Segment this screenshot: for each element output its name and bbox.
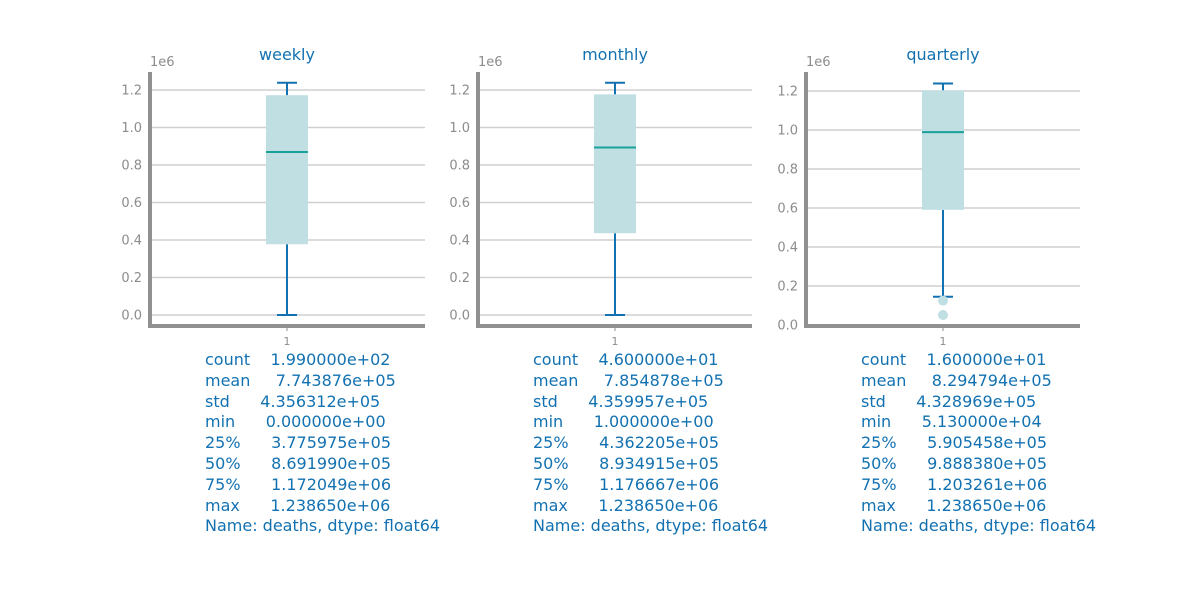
y-offset-label: 1e6 — [806, 55, 831, 70]
panel-title: monthly — [582, 45, 648, 64]
y-tick-label: 0.0 — [777, 319, 798, 334]
stats-line: max 1.238650e+06 — [205, 495, 391, 515]
y-tick-label: 0.6 — [449, 196, 470, 211]
y-offset-label: 1e6 — [478, 55, 503, 70]
y-tick-label: 0.0 — [449, 309, 470, 324]
y-tick-label: 1.0 — [121, 121, 142, 136]
chart-panel-weekly: 0.0 0.2 0.4 0.6 0.8 1.0 1.2 1e6 1 weekly — [121, 45, 425, 348]
y-offset-label: 1e6 — [150, 55, 175, 70]
stats-line: mean 7.743876e+05 — [205, 370, 396, 390]
y-tick-label: 0.4 — [777, 241, 798, 256]
y-tick-label: 0.6 — [121, 196, 142, 211]
stats-line: count 1.990000e+02 — [205, 350, 391, 369]
panel-title: quarterly — [906, 45, 979, 64]
stats-line: mean 7.854878e+05 — [533, 370, 724, 390]
y-tick-label: 0.4 — [449, 234, 470, 249]
y-tick-label: 1.0 — [777, 124, 798, 139]
y-tick-label: 0.8 — [777, 163, 798, 178]
stats-line: std 4.328969e+05 — [861, 391, 1037, 411]
stats-line: count 1.600000e+01 — [861, 350, 1047, 369]
outlier-point — [938, 309, 948, 320]
y-tick-label: 0.2 — [121, 271, 142, 286]
x-tick-label: 1 — [284, 335, 291, 348]
stats-line: 75% 1.172049e+06 — [205, 474, 392, 494]
stats-line: 50% 8.934915e+05 — [533, 453, 720, 473]
y-tick-label: 0.0 — [121, 309, 142, 324]
y-tick-label: 1.0 — [449, 121, 470, 136]
stats-line: 25% 5.905458e+05 — [861, 433, 1048, 453]
iqr-box — [594, 94, 636, 234]
describe-stats-monthly: count 4.600000e+01 mean 7.854878e+05 std… — [533, 350, 768, 537]
y-tick-label: 1.2 — [777, 85, 798, 100]
y-tick-label: 1.2 — [121, 84, 142, 99]
chart-panel-quarterly: 0.0 0.2 0.4 0.6 0.8 1.0 1.2 1e6 1 quarterly — [777, 45, 1080, 348]
stats-line: Name: deaths, dtype: float64 — [861, 516, 1097, 536]
x-tick-label: 1 — [940, 335, 947, 348]
stats-line: min 5.130000e+04 — [861, 412, 1042, 432]
stats-line: count 4.600000e+01 — [533, 350, 719, 369]
y-tick-label: 0.4 — [121, 234, 142, 249]
stats-line: 25% 4.362205e+05 — [533, 433, 720, 453]
stats-line: Name: deaths, dtype: float64 — [533, 516, 769, 536]
y-tick-label: 0.8 — [121, 159, 142, 174]
y-tick-label: 0.8 — [449, 159, 470, 174]
stats-line: Name: deaths, dtype: float64 — [205, 516, 441, 536]
x-tick-label: 1 — [612, 335, 619, 348]
stats-line: std 4.356312e+05 — [205, 391, 381, 411]
chart-panel-monthly: 0.0 0.2 0.4 0.6 0.8 1.0 1.2 1e6 1 monthly — [449, 45, 752, 348]
stats-line: std 4.359957e+05 — [533, 391, 709, 411]
stats-line: max 1.238650e+06 — [533, 495, 719, 515]
y-tick-label: 0.2 — [449, 271, 470, 286]
stats-line: mean 8.294794e+05 — [861, 370, 1052, 390]
y-tick-label: 0.2 — [777, 280, 798, 295]
stats-line: min 1.000000e+00 — [533, 412, 714, 432]
stats-line: 75% 1.203261e+06 — [861, 474, 1048, 494]
iqr-box — [922, 90, 964, 210]
y-tick-label: 0.6 — [777, 202, 798, 217]
stats-line: max 1.238650e+06 — [861, 495, 1047, 515]
iqr-box — [266, 95, 308, 245]
y-tick-label: 1.2 — [449, 84, 470, 99]
stats-line: 25% 3.775975e+05 — [205, 433, 392, 453]
describe-stats-quarterly: count 1.600000e+01 mean 8.294794e+05 std… — [861, 350, 1096, 537]
stats-line: 75% 1.176667e+06 — [533, 474, 720, 494]
describe-stats-weekly: count 1.990000e+02 mean 7.743876e+05 std… — [205, 350, 440, 537]
stats-line: min 0.000000e+00 — [205, 412, 386, 432]
outlier-point — [938, 295, 948, 306]
stats-line: 50% 8.691990e+05 — [205, 453, 392, 473]
panel-title: weekly — [259, 45, 315, 64]
stats-line: 50% 9.888380e+05 — [861, 453, 1048, 473]
